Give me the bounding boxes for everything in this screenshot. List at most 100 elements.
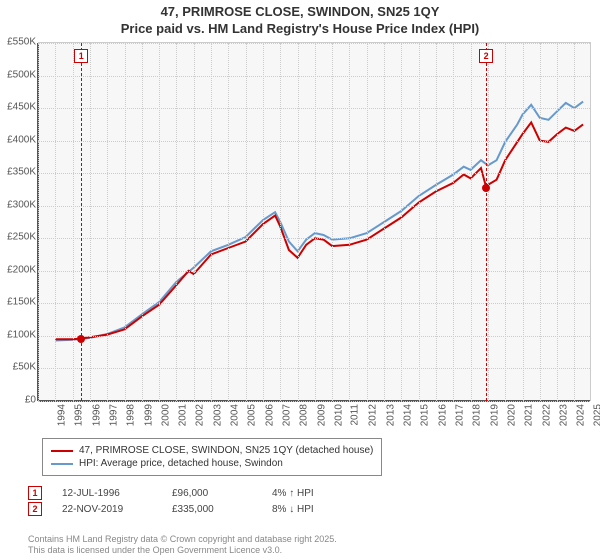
x-tick-label: 1995	[74, 404, 85, 426]
credits-line: This data is licensed under the Open Gov…	[28, 545, 282, 555]
x-tick-label: 2007	[281, 404, 292, 426]
gridline-v	[194, 43, 195, 401]
footer-row: 2 22-NOV-2019 £335,000 8% ↓ HPI	[28, 502, 314, 516]
x-tick-label: 1997	[108, 404, 119, 426]
chart-title: 47, PRIMROSE CLOSE, SWINDON, SN25 1QY Pr…	[0, 0, 600, 38]
x-tick-label: 2003	[212, 404, 223, 426]
marker-dot	[77, 335, 85, 343]
gridline-v	[453, 43, 454, 401]
x-tick-label: 2014	[402, 404, 413, 426]
x-tick-label: 2022	[541, 404, 552, 426]
gridline-v	[55, 43, 56, 401]
legend-item: 47, PRIMROSE CLOSE, SWINDON, SN25 1QY (d…	[51, 445, 373, 456]
gridline-v	[349, 43, 350, 401]
gridline-v	[107, 43, 108, 401]
gridline-v	[505, 43, 506, 401]
y-tick-label: £450K	[2, 102, 36, 113]
gridline-v	[523, 43, 524, 401]
x-tick-label: 2017	[454, 404, 465, 426]
x-tick-label: 2001	[177, 404, 188, 426]
footer-price: £96,000	[172, 488, 252, 499]
gridline-v	[90, 43, 91, 401]
y-tick-label: £250K	[2, 232, 36, 243]
gridline-v	[367, 43, 368, 401]
gridline-v	[280, 43, 281, 401]
marker-dot	[482, 184, 490, 192]
gridline-v	[436, 43, 437, 401]
x-tick-label: 2021	[523, 404, 534, 426]
gridline-v	[401, 43, 402, 401]
gridline-v	[384, 43, 385, 401]
gridline-v	[125, 43, 126, 401]
x-tick-label: 2010	[333, 404, 344, 426]
legend-item: HPI: Average price, detached house, Swin…	[51, 458, 373, 469]
gridline-v	[176, 43, 177, 401]
gridline-v	[557, 43, 558, 401]
x-tick-label: 2024	[575, 404, 586, 426]
gridline-v	[574, 43, 575, 401]
footer-delta: 4% ↑ HPI	[272, 488, 314, 499]
marker-badge: 1	[28, 486, 42, 500]
footer-row: 1 12-JUL-1996 £96,000 4% ↑ HPI	[28, 486, 314, 500]
y-tick-label: £350K	[2, 167, 36, 178]
gridline-v	[38, 43, 39, 401]
x-tick-label: 2020	[506, 404, 517, 426]
y-tick-label: £300K	[2, 199, 36, 210]
gridline-h	[38, 401, 590, 402]
gridline-v	[315, 43, 316, 401]
x-tick-label: 2012	[368, 404, 379, 426]
footer-date: 22-NOV-2019	[62, 504, 152, 515]
chart-container: 47, PRIMROSE CLOSE, SWINDON, SN25 1QY Pr…	[0, 0, 600, 560]
gridline-v	[228, 43, 229, 401]
footer-price: £335,000	[172, 504, 252, 515]
x-tick-label: 1994	[56, 404, 67, 426]
series-hpi	[55, 102, 583, 341]
y-tick-label: £200K	[2, 264, 36, 275]
marker-vline	[81, 43, 82, 401]
gridline-v	[540, 43, 541, 401]
gridline-v	[73, 43, 74, 401]
credits: Contains HM Land Registry data © Crown c…	[28, 534, 337, 556]
x-tick-label: 2019	[489, 404, 500, 426]
title-line-1: 47, PRIMROSE CLOSE, SWINDON, SN25 1QY	[161, 4, 440, 19]
x-tick-label: 2023	[558, 404, 569, 426]
y-tick-label: £150K	[2, 297, 36, 308]
x-tick-label: 1996	[91, 404, 102, 426]
gridline-v	[471, 43, 472, 401]
marker-badge: 2	[28, 502, 42, 516]
gridline-v	[246, 43, 247, 401]
gridline-v	[332, 43, 333, 401]
marker-badge: 1	[74, 49, 88, 63]
series-price_paid	[55, 122, 583, 339]
legend-label: HPI: Average price, detached house, Swin…	[79, 458, 283, 469]
y-tick-label: £100K	[2, 329, 36, 340]
gridline-v	[419, 43, 420, 401]
x-tick-label: 2000	[160, 404, 171, 426]
plot-area: 12	[38, 43, 590, 401]
y-tick-label: £0	[2, 395, 36, 406]
x-tick-label: 2011	[350, 404, 361, 426]
gridline-v	[211, 43, 212, 401]
y-tick-label: £50K	[2, 362, 36, 373]
legend-swatch	[51, 450, 73, 452]
x-tick-label: 1999	[143, 404, 154, 426]
x-tick-label: 2013	[385, 404, 396, 426]
title-line-2: Price paid vs. HM Land Registry's House …	[121, 21, 480, 36]
gridline-v	[142, 43, 143, 401]
legend-label: 47, PRIMROSE CLOSE, SWINDON, SN25 1QY (d…	[79, 445, 373, 456]
gridline-v	[159, 43, 160, 401]
footer-delta: 8% ↓ HPI	[272, 504, 314, 515]
x-tick-label: 2025	[593, 404, 600, 426]
chart-plot: 12	[38, 42, 591, 401]
y-tick-label: £500K	[2, 69, 36, 80]
gridline-v	[298, 43, 299, 401]
legend: 47, PRIMROSE CLOSE, SWINDON, SN25 1QY (d…	[42, 438, 382, 476]
marker-badge: 2	[479, 49, 493, 63]
footer-table: 1 12-JUL-1996 £96,000 4% ↑ HPI 2 22-NOV-…	[28, 484, 314, 518]
x-tick-label: 2009	[316, 404, 327, 426]
x-tick-label: 2005	[247, 404, 258, 426]
gridline-v	[263, 43, 264, 401]
x-tick-label: 2006	[264, 404, 275, 426]
x-tick-label: 2016	[437, 404, 448, 426]
y-tick-label: £550K	[2, 37, 36, 48]
